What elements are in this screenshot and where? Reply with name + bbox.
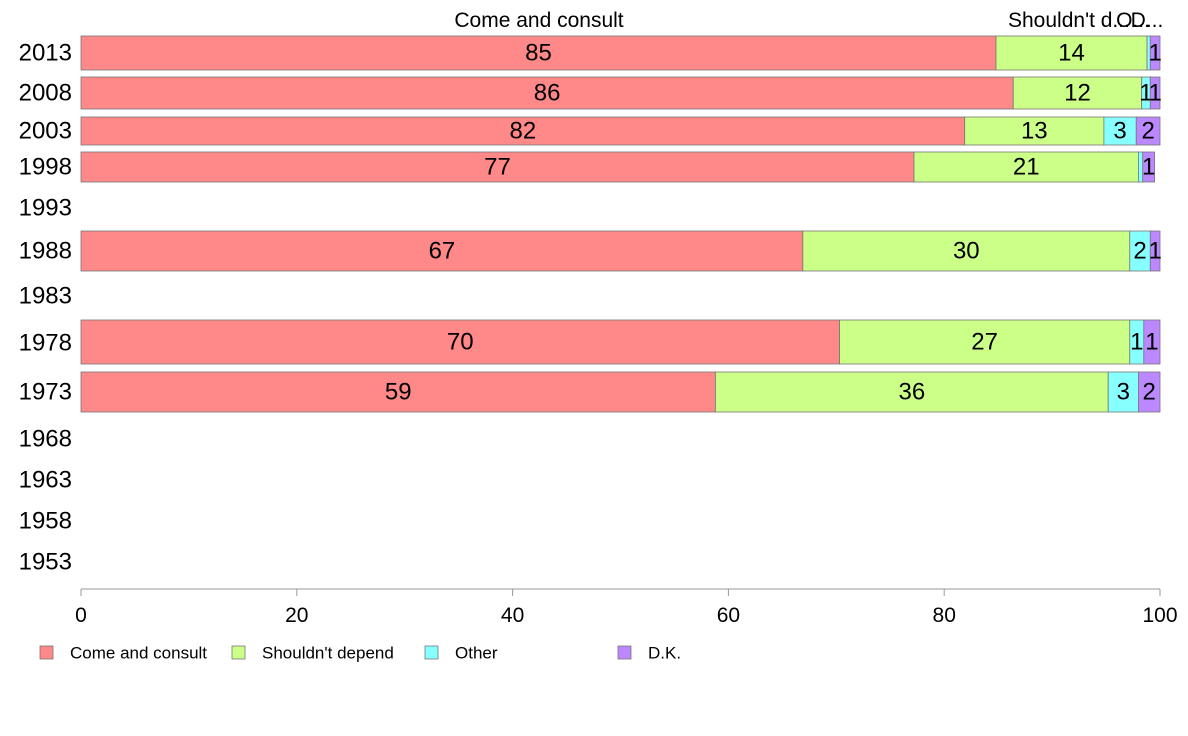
x-tick-label: 0	[75, 604, 87, 627]
x-tick-label: 20	[285, 604, 308, 627]
legend: Come and consult Shouldn't depend Other D.K…	[39, 644, 681, 663]
top-series-label: O...	[1116, 9, 1150, 32]
bar-segment	[1012, 76, 1143, 110]
legend-label: Shouldn't depend	[262, 644, 394, 663]
bar-segment	[1149, 230, 1161, 272]
top-series-label: Come and consult	[454, 9, 623, 32]
y-tick-label: 1968	[19, 426, 72, 453]
data-label: 1	[1130, 329, 1143, 356]
bar-segment	[1138, 371, 1161, 413]
legend-swatch	[231, 645, 246, 660]
x-tick-label: 80	[933, 604, 956, 627]
bar-segment	[80, 371, 716, 413]
top-series-labels: Come and consult Shouldn't d...O...D...	[454, 9, 1163, 32]
bar-segment	[715, 371, 1109, 413]
data-label: 77	[484, 154, 511, 181]
x-tick-label: 60	[717, 604, 740, 627]
data-label: 30	[953, 238, 980, 265]
bar-segment	[1103, 116, 1137, 146]
bar-segment	[80, 76, 1014, 110]
y-tick-label: 1973	[19, 379, 72, 406]
y-tick-label: 1998	[19, 154, 72, 181]
bar-segment	[995, 35, 1148, 71]
y-tick-label: 1983	[19, 283, 72, 310]
x-axis: 0 20 40 60 80 100	[75, 588, 1178, 627]
legend-swatch	[39, 645, 54, 660]
bar-segment	[1149, 35, 1161, 71]
bar-segment	[839, 319, 1131, 365]
data-label: 1	[1139, 80, 1152, 107]
data-label: 59	[385, 379, 412, 406]
bar-segment	[80, 116, 966, 146]
data-label: 67	[429, 238, 456, 265]
y-tick-label: 1978	[19, 330, 72, 357]
bar-segment	[80, 319, 840, 365]
data-label: 85	[525, 40, 552, 67]
data-label: 2	[1133, 238, 1146, 265]
data-label: 1	[1142, 154, 1155, 181]
top-series-label: D...	[1131, 9, 1164, 32]
legend-swatch	[617, 645, 632, 660]
y-tick-label: 1958	[19, 508, 72, 535]
bar-segment	[913, 151, 1139, 183]
y-axis-tick-labels: 2013 2008 2003 1998 1993 1988 1983 1978 1973 1968…	[19, 40, 72, 576]
y-tick-label: 1953	[19, 549, 72, 576]
data-label: 70	[447, 329, 474, 356]
data-label: 12	[1064, 80, 1091, 107]
data-label: 1	[1148, 238, 1161, 265]
data-label: 21	[1013, 154, 1040, 181]
legend-swatch	[424, 645, 439, 660]
data-label: 13	[1021, 118, 1048, 145]
data-label: 3	[1113, 118, 1126, 145]
y-tick-label: 1963	[19, 467, 72, 494]
data-label: 1	[1148, 80, 1161, 107]
legend-label: D.K.	[648, 644, 681, 663]
bar-segment	[1143, 319, 1161, 365]
y-tick-label: 1993	[19, 195, 72, 222]
bar-segment	[80, 230, 804, 272]
bar-segment	[1135, 116, 1161, 146]
bar-segment	[1149, 76, 1161, 110]
bar-segment	[1142, 151, 1156, 183]
legend-label: Come and consult	[70, 644, 207, 663]
top-series-label: Shouldn't d...	[1008, 9, 1130, 32]
data-label: 14	[1058, 40, 1085, 67]
y-tick-label: 1988	[19, 238, 72, 265]
data-label: 36	[898, 379, 925, 406]
data-label: 3	[1117, 379, 1130, 406]
data-label: 1	[1145, 329, 1158, 356]
data-label: 27	[971, 329, 998, 356]
bar-segment	[964, 116, 1105, 146]
bar-segment	[802, 230, 1131, 272]
legend-label: Other	[455, 644, 498, 663]
data-label: 1	[1148, 40, 1161, 67]
data-label: 2	[1143, 379, 1156, 406]
data-label: 86	[534, 80, 561, 107]
x-tick-label: 100	[1142, 604, 1177, 627]
y-tick-label: 2008	[19, 80, 72, 107]
y-tick-label: 2013	[19, 40, 72, 67]
y-tick-label: 2003	[19, 118, 72, 145]
data-label: 82	[509, 118, 536, 145]
x-tick-label: 40	[501, 604, 524, 627]
data-label: 2	[1141, 118, 1154, 145]
